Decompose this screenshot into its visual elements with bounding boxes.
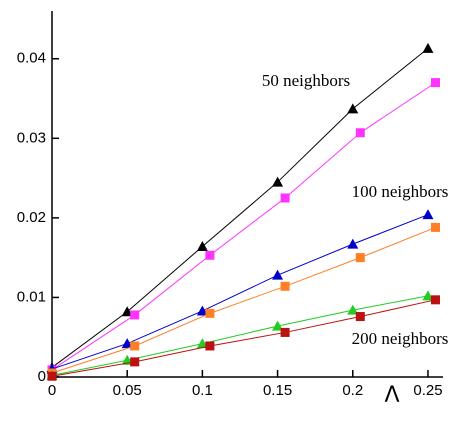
marker	[280, 327, 290, 337]
y-tick-label: 0.03	[17, 129, 46, 146]
marker	[430, 295, 440, 305]
marker	[272, 176, 284, 187]
series-line	[51, 295, 429, 376]
marker	[205, 308, 215, 318]
marker	[130, 357, 140, 367]
marker	[272, 320, 284, 331]
y-tick-label: 0.02	[17, 209, 46, 226]
series-line	[51, 48, 429, 368]
marker	[422, 290, 434, 301]
marker	[347, 238, 359, 249]
x-tick-label: 0.25	[413, 382, 442, 399]
marker	[130, 310, 140, 320]
y-tick-label: 0.01	[17, 288, 46, 305]
annotation: 100 neighbors	[352, 182, 449, 201]
annotation: 200 neighbors	[352, 329, 449, 348]
y-tick-label: 0.04	[17, 50, 46, 67]
x-axis-label: Λ	[384, 383, 399, 408]
y-tick-label: 0	[38, 368, 46, 385]
marker	[422, 42, 434, 53]
marker	[205, 250, 215, 260]
marker	[196, 241, 208, 252]
series-line	[51, 299, 436, 377]
marker	[430, 78, 440, 88]
marker	[47, 371, 57, 381]
marker	[196, 338, 208, 349]
x-tick-label: 0.15	[263, 382, 292, 399]
x-tick-label: 0.05	[113, 382, 142, 399]
x-tick-label: 0.2	[342, 382, 363, 399]
marker	[280, 281, 290, 291]
marker	[422, 209, 434, 220]
x-tick-label: 0.1	[192, 382, 213, 399]
series-line	[51, 82, 436, 371]
marker	[130, 341, 140, 351]
marker	[121, 338, 133, 349]
marker	[355, 128, 365, 138]
marker	[205, 341, 215, 351]
marker	[355, 312, 365, 322]
series-line	[51, 214, 429, 370]
marker	[280, 193, 290, 203]
marker	[347, 103, 359, 114]
x-tick-label: 0	[48, 382, 56, 399]
marker	[272, 269, 284, 280]
annotation: 50 neighbors	[262, 71, 350, 90]
marker	[121, 306, 133, 317]
marker	[196, 305, 208, 316]
marker	[347, 304, 359, 315]
marker	[355, 253, 365, 263]
series-line	[51, 226, 436, 374]
marker	[430, 222, 440, 232]
